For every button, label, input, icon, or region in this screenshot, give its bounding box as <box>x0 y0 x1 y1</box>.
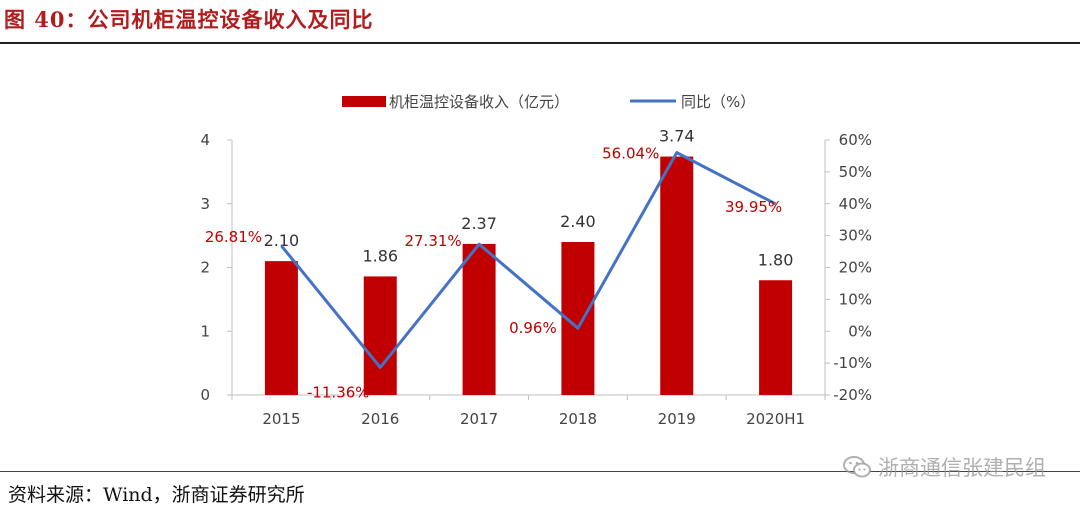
revenue-bar-label: 2.10 <box>264 231 300 250</box>
left-axis-tick-label: 3 <box>200 195 210 213</box>
revenue-bar <box>462 243 496 395</box>
legend-bar-label: 机柜温控设备收入（亿元） <box>389 93 569 111</box>
revenue-bar <box>759 280 793 395</box>
left-axis-tick-label: 0 <box>200 386 210 404</box>
right-axis-tick-label: 10% <box>839 290 872 308</box>
right-axis-tick-label: 60% <box>839 131 872 149</box>
legend-line-label: 同比（%） <box>681 93 755 111</box>
left-axis-tick-label: 4 <box>200 131 210 149</box>
source-divider <box>0 471 1080 472</box>
revenue-bar <box>264 261 298 395</box>
revenue-bar <box>363 276 397 395</box>
right-axis-tick-label: 50% <box>839 163 872 181</box>
x-axis-category-label: 2015 <box>262 410 300 428</box>
growth-point-label: 56.04% <box>602 145 659 163</box>
revenue-bar <box>660 156 694 395</box>
x-axis-category-label: 2018 <box>559 410 597 428</box>
growth-point-label: -11.36% <box>307 383 370 401</box>
growth-point-label: 27.31% <box>404 232 461 250</box>
watermark: 浙商通信张建民组 <box>842 452 1046 482</box>
revenue-bar-label: 3.74 <box>659 127 695 146</box>
right-axis-tick-label: 20% <box>839 259 872 277</box>
left-axis-tick-label: 1 <box>200 322 210 340</box>
figure-title: 图 40：公司机柜温控设备收入及同比 <box>4 7 374 32</box>
revenue-bar-label: 1.86 <box>362 246 398 265</box>
revenue-bar-label: 2.37 <box>461 214 497 233</box>
growth-point-label: 0.96% <box>509 319 557 337</box>
x-axis-category-label: 2020H1 <box>746 410 805 428</box>
wechat-icon <box>843 456 871 478</box>
x-axis-category-label: 2017 <box>460 410 498 428</box>
legend-bar-swatch <box>342 96 386 107</box>
x-axis-category-label: 2016 <box>361 410 399 428</box>
left-axis-tick-label: 2 <box>200 259 210 277</box>
growth-line <box>280 151 777 369</box>
growth-point-label: 39.95% <box>725 198 782 216</box>
right-axis-tick-label: 30% <box>839 227 872 245</box>
watermark-text: 浙商通信张建民组 <box>878 456 1046 480</box>
right-axis-tick-label: 0% <box>848 322 872 340</box>
right-axis-tick-label: 40% <box>839 195 872 213</box>
revenue-bar-label: 2.40 <box>560 212 596 231</box>
title-divider <box>0 42 1080 44</box>
growth-point-label: 26.81% <box>205 228 262 246</box>
right-axis-tick-label: -20% <box>833 386 872 404</box>
right-axis-tick-label: -10% <box>833 354 872 372</box>
x-axis-category-label: 2019 <box>658 410 696 428</box>
revenue-bar-label: 1.80 <box>758 250 794 269</box>
source-note: 资料来源：Wind，浙商证券研究所 <box>8 484 305 506</box>
